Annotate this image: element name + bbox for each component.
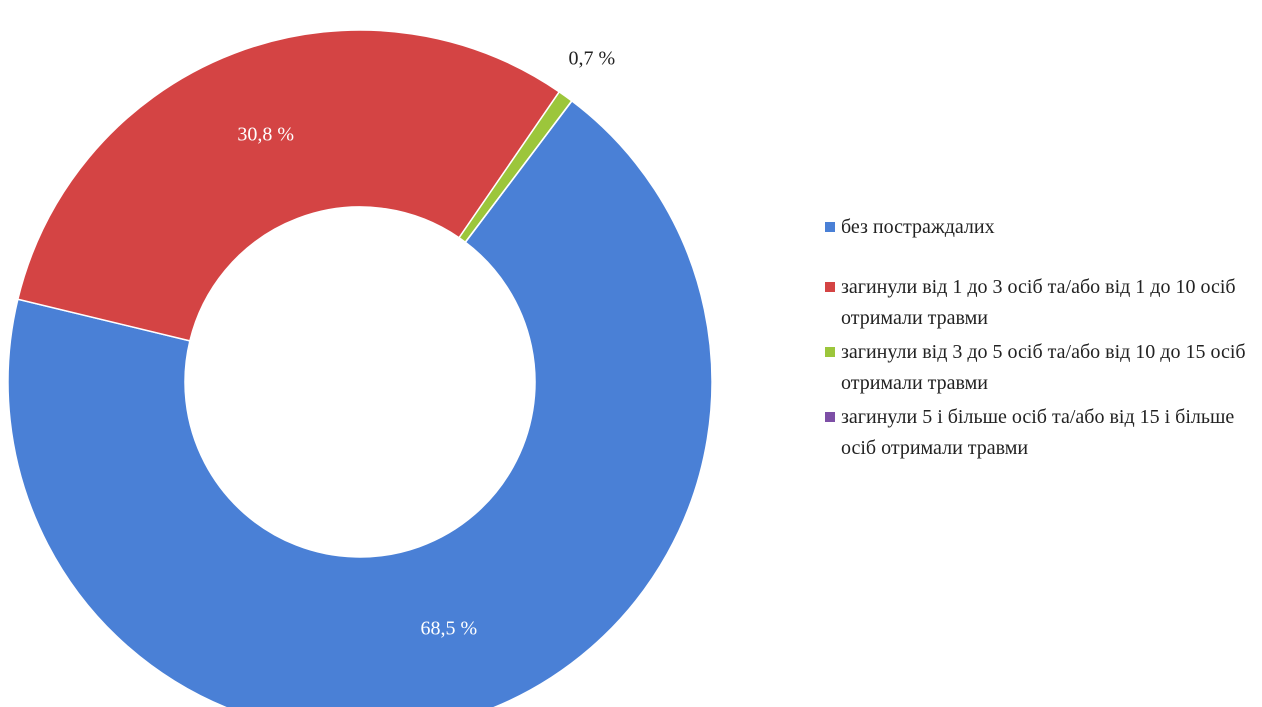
legend-label: загинули від 3 до 5 осіб та/або від 10 д…: [841, 341, 1246, 394]
donut-slice: [7, 99, 713, 707]
legend-label: загинули 5 і більше осіб та/або від 15 і…: [841, 406, 1235, 459]
chart: 68,5 % 30,8 % 0,7 %: [7, 29, 713, 707]
legend-item: загинули від 3 до 5 осіб та/або від 10 д…: [825, 337, 1255, 399]
legend-item: загинули від 1 до 3 осіб та/або від 1 до…: [825, 272, 1255, 334]
legend-swatch: [825, 282, 835, 292]
legend: без постраждалих загинули від 1 до 3 осіб…: [825, 212, 1255, 467]
legend-label: загинули від 1 до 3 осіб та/або від 1 до…: [841, 276, 1236, 329]
legend-swatch: [825, 222, 835, 232]
legend-label: без постраждалих: [841, 216, 995, 238]
donut-slice: [16, 29, 561, 342]
donut-slice: [464, 100, 573, 243]
data-label: 68,5 %: [420, 618, 477, 640]
legend-item: загинули 5 і більше осіб та/або від 15 і…: [825, 402, 1255, 464]
legend-item: без постраждалих: [825, 212, 1255, 243]
data-label: 30,8 %: [237, 124, 294, 146]
data-label: 0,7 %: [569, 47, 616, 69]
legend-swatch: [825, 347, 835, 357]
legend-swatch: [825, 412, 835, 422]
